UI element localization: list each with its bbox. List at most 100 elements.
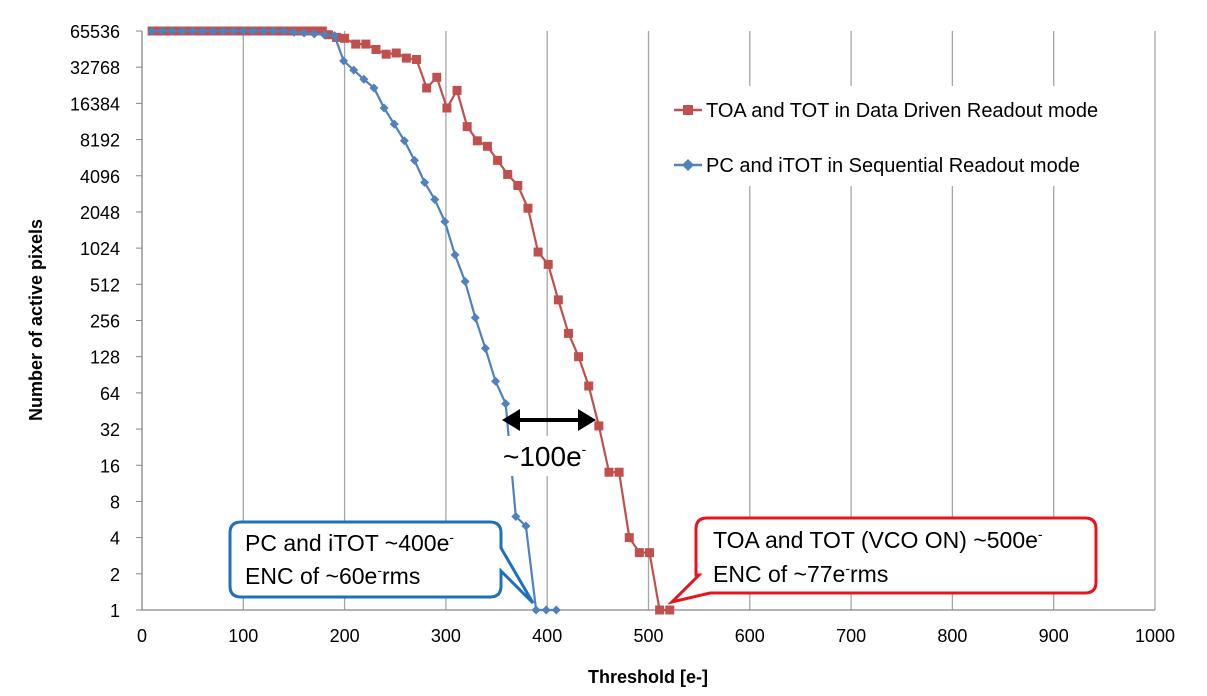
data-point: [584, 381, 594, 391]
data-point: [289, 27, 299, 37]
pc-callout-box: [228, 520, 535, 605]
data-point: [369, 83, 379, 93]
data-point: [391, 48, 401, 58]
data-point: [604, 467, 614, 477]
data-point: [624, 533, 634, 543]
toa-callout: TOA and TOT (VCO ON) ~500e- ENC of ~77e-…: [667, 516, 1098, 605]
difference-label: ~100e-: [503, 441, 587, 472]
pc-callout: PC and iTOT ~400e- ENC of ~60e-rms: [228, 520, 535, 605]
data-point: [299, 28, 309, 38]
data-point: [359, 74, 369, 84]
data-point: [188, 26, 198, 36]
x-axis-title: Threshold [e-]: [588, 667, 708, 687]
data-point: [412, 54, 422, 64]
toa-callout-line2: ENC of ~77e-rms: [713, 560, 888, 587]
data-point: [420, 177, 430, 187]
data-point: [541, 605, 551, 615]
data-point: [655, 605, 665, 615]
toa-callout-line1: TOA and TOT (VCO ON) ~500e-: [713, 526, 1043, 553]
data-point: [430, 194, 440, 204]
data-point: [349, 65, 359, 75]
y-tick-label: 4: [110, 529, 120, 549]
data-point: [452, 85, 462, 95]
x-tick-label: 300: [431, 626, 461, 646]
data-point: [614, 467, 624, 477]
data-point: [523, 203, 533, 213]
y-tick-label: 2: [110, 565, 120, 585]
data-point: [361, 39, 371, 49]
y-tick-label: 128: [90, 348, 120, 368]
data-point: [178, 26, 188, 36]
y-tick-label: 8: [110, 492, 120, 512]
legend-marker-pc: [682, 159, 694, 171]
y-tick-label: 4096: [80, 167, 120, 187]
legend-label-toa: TOA and TOT in Data Driven Readout mode: [706, 100, 1098, 122]
data-point: [339, 56, 349, 66]
legend: TOA and TOT in Data Driven Readout mode …: [662, 86, 1138, 186]
data-series: [147, 26, 675, 615]
double-arrow-left-head: [502, 409, 520, 431]
data-point: [521, 521, 531, 531]
data-point: [329, 31, 339, 41]
y-tick-label: 32768: [70, 58, 120, 78]
data-point: [303, 26, 313, 36]
data-point: [309, 29, 319, 39]
y-tick-label: 16: [100, 456, 120, 476]
data-point: [228, 26, 238, 36]
data-point: [259, 26, 269, 36]
y-tick-label: 8192: [80, 131, 120, 151]
data-point: [248, 26, 258, 36]
legend-marker-toa: [683, 105, 693, 115]
data-point: [167, 26, 177, 36]
data-point: [470, 313, 480, 323]
data-point: [269, 26, 279, 36]
data-point: [317, 26, 327, 36]
data-point: [574, 352, 584, 362]
data-point: [401, 53, 411, 63]
x-tick-label: 0: [137, 626, 147, 646]
data-point: [531, 605, 541, 615]
data-point: [422, 83, 432, 93]
data-point: [147, 26, 157, 36]
data-point: [218, 26, 228, 36]
x-tick-label: 1000: [1135, 626, 1175, 646]
x-tick-label: 400: [532, 626, 562, 646]
y-axis-title: Number of active pixels: [26, 219, 46, 421]
legend-label-pc: PC and iTOT in Sequential Readout mode: [706, 155, 1080, 177]
x-tick-label: 900: [1039, 626, 1069, 646]
data-point: [513, 180, 523, 190]
data-point: [340, 33, 350, 43]
data-point: [480, 343, 490, 353]
y-axis-tick-labels: 1 2 4 8 16 32 64 128 256 512 1024 2048 4096 8192 16384…: [70, 22, 120, 621]
data-point: [379, 103, 389, 113]
data-point: [450, 250, 460, 260]
data-point: [409, 155, 419, 165]
data-point: [238, 26, 248, 36]
y-tick-label: 32: [100, 420, 120, 440]
data-point: [389, 119, 399, 129]
data-point: [442, 103, 452, 113]
y-tick-label: 64: [100, 384, 120, 404]
data-point: [381, 49, 391, 59]
data-point: [399, 136, 409, 146]
data-point: [543, 259, 553, 269]
y-tick-label: 65536: [70, 22, 120, 42]
double-arrow-right-head: [578, 409, 596, 431]
data-point: [493, 155, 503, 165]
pc-callout-line1: PC and iTOT ~400e-: [245, 529, 454, 556]
x-tick-label: 600: [735, 626, 765, 646]
difference-label-background: [498, 436, 598, 476]
data-point: [634, 548, 644, 558]
difference-annotation: ~100e-: [498, 409, 598, 476]
data-point: [491, 376, 501, 386]
y-tick-label: 1: [110, 601, 120, 621]
data-point: [371, 44, 381, 54]
x-tick-label: 700: [836, 626, 866, 646]
y-tick-label: 16384: [70, 94, 120, 114]
series-pc-itot: [147, 26, 561, 615]
x-tick-label: 100: [228, 626, 258, 646]
data-point: [460, 277, 470, 287]
x-tick-label: 800: [937, 626, 967, 646]
data-point: [279, 26, 289, 36]
